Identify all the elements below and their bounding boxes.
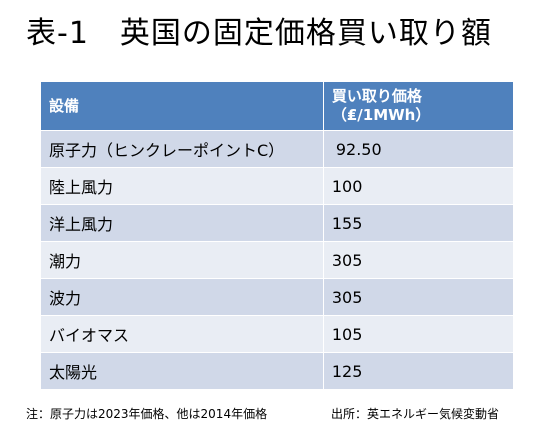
table-row: 洋上風力 155 bbox=[41, 204, 513, 242]
header-price-label: 買い取り価格 bbox=[331, 87, 422, 105]
facility-cell: 陸上風力 bbox=[41, 167, 324, 205]
facility-cell: 太陽光 bbox=[41, 352, 324, 389]
table-row: バイオマス 105 bbox=[41, 315, 513, 353]
facility-cell: 波力 bbox=[41, 278, 324, 316]
header-price-unit: （₤/1MWh） bbox=[331, 106, 431, 124]
facility-cell: 洋上風力 bbox=[41, 204, 324, 242]
page-title: 表-1 英国の固定価格買い取り額 bbox=[26, 16, 492, 51]
footnote: 注：原子力は2023年価格、他は2014年価格 bbox=[26, 407, 268, 421]
price-cell: 155 bbox=[323, 204, 513, 242]
table-row: 太陽光 125 bbox=[41, 352, 513, 389]
table-row: 陸上風力 100 bbox=[41, 167, 513, 205]
facility-cell: 原子力（ヒンクレーポイントC） bbox=[41, 130, 324, 168]
source-note: 出所：英エネルギー気候変動省 bbox=[331, 407, 500, 421]
table-header-row: 設備 買い取り価格 （₤/1MWh） bbox=[41, 82, 513, 131]
price-cell: 105 bbox=[323, 315, 513, 353]
price-cell: 125 bbox=[323, 352, 513, 389]
price-table: 設備 買い取り価格 （₤/1MWh） 原子力（ヒンクレーポイントC） 92.50… bbox=[41, 82, 513, 389]
facility-cell: バイオマス bbox=[41, 315, 324, 353]
table-row: 原子力（ヒンクレーポイントC） 92.50 bbox=[41, 130, 513, 168]
facility-cell: 潮力 bbox=[41, 241, 324, 279]
table-row: 潮力 305 bbox=[41, 241, 513, 279]
header-facility: 設備 bbox=[41, 82, 324, 131]
table-row: 波力 305 bbox=[41, 278, 513, 316]
price-cell: 100 bbox=[323, 167, 513, 205]
price-cell: 305 bbox=[323, 278, 513, 316]
header-price: 買い取り価格 （₤/1MWh） bbox=[323, 82, 513, 131]
price-cell: 305 bbox=[323, 241, 513, 279]
price-cell: 92.50 bbox=[323, 130, 513, 168]
